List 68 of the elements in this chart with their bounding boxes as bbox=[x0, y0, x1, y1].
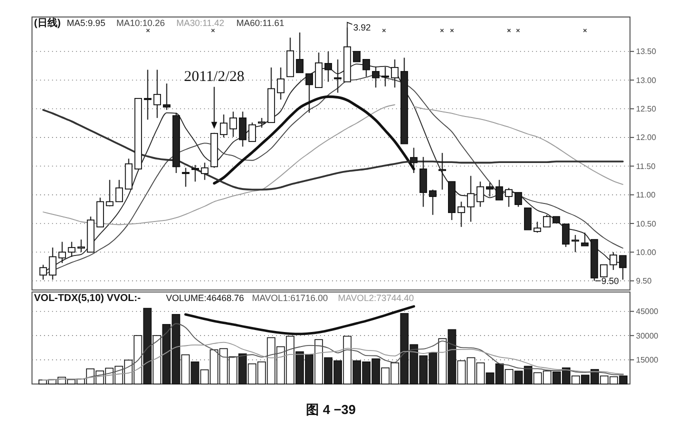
candlestick bbox=[438, 152, 446, 190]
candlestick bbox=[476, 181, 484, 208]
text: MA10:10.26 bbox=[116, 18, 165, 28]
candlestick bbox=[458, 201, 466, 228]
candlestick bbox=[610, 252, 618, 270]
y-tick-label: 12.50 bbox=[636, 104, 657, 114]
candlestick bbox=[581, 232, 589, 246]
candlestick bbox=[39, 264, 47, 280]
candlestick bbox=[182, 167, 190, 188]
candlestick bbox=[153, 69, 161, 118]
annotation: 3.92 bbox=[353, 22, 371, 32]
candlestick bbox=[496, 179, 504, 200]
candlestick bbox=[68, 241, 76, 258]
candlestick bbox=[467, 175, 475, 222]
line-series bbox=[42, 342, 624, 380]
y-tick-label: 11.00 bbox=[636, 190, 656, 200]
text: MA5:9.95 bbox=[66, 18, 106, 28]
candlestick bbox=[220, 114, 228, 138]
candlestick bbox=[248, 122, 256, 142]
candlestick bbox=[144, 69, 152, 120]
candlestick bbox=[115, 179, 123, 202]
chart-title: (日线) bbox=[34, 17, 61, 29]
y-tick-label: 13.00 bbox=[636, 76, 657, 85]
candlestick bbox=[486, 182, 494, 198]
chart-title: VOL-TDX(5,10) VVOL:- bbox=[34, 293, 141, 304]
y-tick-label: 10.00 bbox=[636, 248, 657, 257]
y-tick-label: 30000 bbox=[636, 331, 659, 340]
y-tick-label: 11.50 bbox=[636, 162, 656, 171]
text: MA30:11.42 bbox=[176, 18, 224, 28]
candlestick bbox=[562, 224, 570, 248]
candlestick bbox=[429, 189, 437, 216]
candlestick bbox=[524, 208, 532, 230]
candlestick bbox=[372, 66, 380, 88]
candlestick bbox=[296, 32, 304, 74]
candlestick bbox=[505, 187, 513, 208]
series-label: VOLUME:46468.76 bbox=[166, 293, 244, 303]
candlestick bbox=[276, 66, 285, 100]
candlestick bbox=[229, 111, 237, 138]
candlestick bbox=[48, 247, 56, 280]
candlestick bbox=[77, 239, 85, 253]
candlestick bbox=[390, 58, 399, 88]
y-tick-label: 10.50 bbox=[636, 219, 657, 228]
y-tick-label: 45000 bbox=[636, 307, 659, 316]
line-series bbox=[42, 109, 624, 191]
text: MAVOL2:73744.40 bbox=[338, 293, 414, 303]
candlestick bbox=[191, 164, 199, 182]
candlestick bbox=[419, 156, 428, 208]
candlestick bbox=[381, 66, 390, 87]
candlestick bbox=[200, 162, 208, 180]
candlestick bbox=[106, 179, 114, 207]
candlestick bbox=[534, 221, 542, 234]
candlestick bbox=[58, 241, 66, 264]
candlestick bbox=[258, 117, 266, 128]
annotation: 2011/2/28 bbox=[184, 68, 244, 85]
candlestick bbox=[238, 111, 247, 148]
annotation: 9.50 bbox=[601, 276, 619, 286]
candlestick bbox=[514, 192, 522, 208]
y-tick-label: 9.50 bbox=[636, 276, 652, 286]
candlestick bbox=[543, 214, 551, 228]
text: MAVOL1:61716.00 bbox=[252, 293, 328, 303]
y-tick-label: 15000 bbox=[636, 356, 659, 365]
candlestick bbox=[600, 264, 608, 278]
candlestick bbox=[162, 83, 170, 110]
caption: 图 4 −39 bbox=[306, 402, 356, 417]
text: MA60:11.61 bbox=[236, 18, 284, 28]
y-tick-label: 12.00 bbox=[636, 133, 657, 142]
candlestick bbox=[572, 234, 580, 253]
y-tick-label: 13.50 bbox=[636, 47, 657, 56]
